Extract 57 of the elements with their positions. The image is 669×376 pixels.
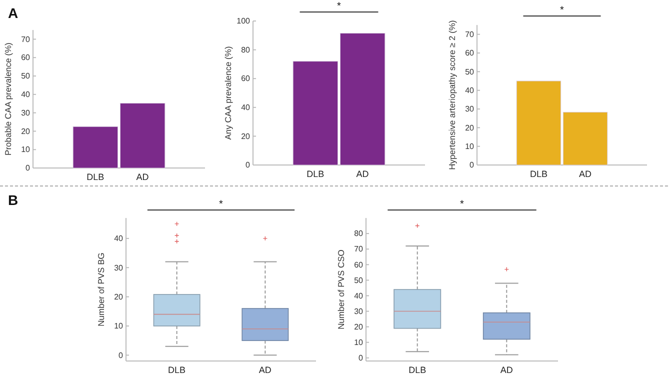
y-tick-label: 50	[21, 72, 31, 81]
y-tick-label: 30	[465, 104, 475, 114]
y-tick-label: 0	[118, 350, 124, 360]
y-axis-title: Number of PVS CSO	[336, 249, 346, 330]
y-tick-label: 20	[114, 292, 124, 302]
y-tick-label: 20	[241, 132, 251, 141]
y-tick-label: 10	[354, 338, 364, 347]
y-tick-label: 0	[470, 160, 475, 170]
text: *	[560, 5, 564, 16]
x-tick-label: AD	[579, 169, 592, 179]
y-tick-label: 10	[21, 145, 31, 154]
x-tick-label: DLB	[408, 365, 426, 375]
y-axis-title: Hypertensive arteriopathy score ≥ 2 (%)	[447, 20, 457, 170]
x-tick-label: AD	[136, 172, 150, 182]
x-tick-label: AD	[258, 365, 272, 375]
text: B	[8, 192, 18, 208]
y-tick-label: 60	[21, 53, 31, 62]
y-tick-label: 40	[114, 234, 124, 244]
y-tick-label: 0	[358, 354, 364, 363]
y-tick-label: 70	[21, 34, 31, 44]
y-tick-label: 70	[354, 244, 364, 254]
text: *	[337, 1, 342, 12]
y-tick-label: 50	[354, 276, 364, 285]
y-tick-label: 30	[114, 263, 124, 272]
y-tick-label: 10	[114, 322, 124, 331]
y-tick-label: 0	[26, 164, 31, 173]
y-tick-label: 50	[465, 67, 475, 76]
x-tick-label: DLB	[530, 169, 548, 179]
text: *	[219, 199, 224, 210]
text: *	[460, 199, 464, 210]
y-tick-label: 100	[236, 16, 251, 26]
y-tick-label: 30	[21, 108, 31, 118]
y-tick-label: 30	[354, 306, 364, 316]
y-tick-label: 80	[241, 45, 251, 54]
x-tick-label: DLB	[306, 169, 324, 179]
x-tick-label: AD	[356, 169, 370, 179]
y-tick-label: 60	[465, 48, 475, 58]
text: A	[8, 5, 18, 21]
y-axis-title: Number of PVS BG	[96, 252, 106, 326]
x-tick-label: DLB	[168, 365, 186, 375]
x-tick-label: AD	[500, 365, 514, 375]
y-tick-label: 60	[241, 74, 251, 84]
y-axis-title: Probable CAA prevalence (%)	[3, 42, 13, 156]
y-tick-label: 10	[465, 142, 475, 151]
y-axis-title: Any CAA prevalence (%)	[223, 46, 233, 140]
y-tick-label: 0	[246, 160, 251, 170]
y-tick-label: 80	[354, 229, 364, 238]
y-tick-label: 40	[465, 86, 475, 95]
y-tick-label: 20	[465, 123, 475, 132]
y-tick-label: 20	[21, 126, 31, 136]
x-tick-label: DLB	[86, 172, 104, 182]
y-tick-label: 60	[354, 260, 364, 270]
y-tick-label: 40	[354, 291, 364, 300]
y-tick-label: 20	[354, 322, 364, 332]
y-tick-label: 40	[21, 90, 31, 100]
y-tick-label: 70	[465, 30, 475, 39]
y-tick-label: 40	[241, 103, 251, 112]
